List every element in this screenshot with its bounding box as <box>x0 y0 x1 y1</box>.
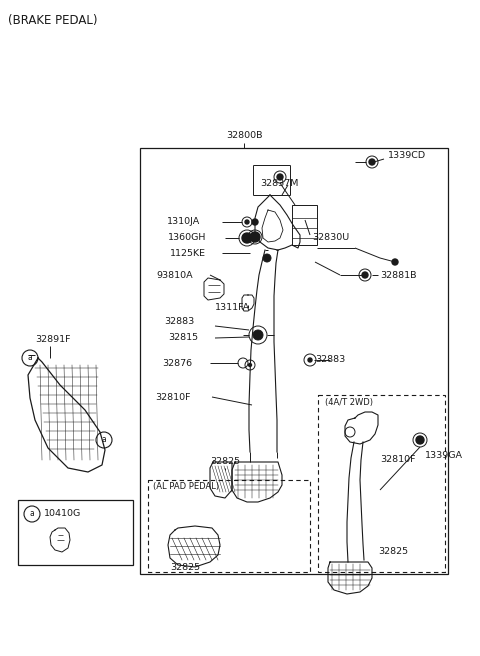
Text: (4A/T 2WD): (4A/T 2WD) <box>325 398 373 407</box>
Text: 1339GA: 1339GA <box>425 451 463 459</box>
Text: 32815: 32815 <box>168 333 198 342</box>
Circle shape <box>252 219 258 225</box>
Text: 32883: 32883 <box>315 356 345 365</box>
Text: 32825: 32825 <box>210 457 240 466</box>
Circle shape <box>416 436 424 444</box>
Text: 32800B: 32800B <box>226 131 262 140</box>
Text: 1339CD: 1339CD <box>388 150 426 159</box>
Text: 1311FA: 1311FA <box>215 304 250 312</box>
Text: 32825: 32825 <box>378 548 408 556</box>
Bar <box>318 395 445 572</box>
Text: 1125KE: 1125KE <box>170 249 206 258</box>
Text: 1360GH: 1360GH <box>168 234 206 243</box>
Text: 32810F: 32810F <box>380 455 416 464</box>
Text: a: a <box>30 510 35 518</box>
Text: 32825: 32825 <box>170 564 200 573</box>
Bar <box>292 205 317 245</box>
Circle shape <box>250 232 260 242</box>
Text: a: a <box>102 436 107 445</box>
Text: 32881B: 32881B <box>380 270 417 279</box>
Text: 32883: 32883 <box>164 318 194 327</box>
Text: 32891F: 32891F <box>35 335 71 344</box>
Circle shape <box>253 330 263 340</box>
Text: 10410G: 10410G <box>44 510 81 518</box>
Bar <box>148 480 310 572</box>
Circle shape <box>362 272 368 278</box>
Circle shape <box>249 363 252 367</box>
Text: 32810F: 32810F <box>155 392 191 401</box>
Circle shape <box>242 233 252 243</box>
Text: a: a <box>28 354 32 363</box>
Text: 32830U: 32830U <box>312 234 349 243</box>
Circle shape <box>369 159 375 165</box>
Text: 93810A: 93810A <box>156 270 192 279</box>
Circle shape <box>392 259 398 265</box>
Circle shape <box>263 254 271 262</box>
Text: 32837M: 32837M <box>260 178 299 188</box>
Bar <box>140 148 448 574</box>
Circle shape <box>277 174 283 180</box>
Text: (BRAKE PEDAL): (BRAKE PEDAL) <box>8 14 97 27</box>
Circle shape <box>245 220 249 224</box>
Text: 32876: 32876 <box>162 358 192 367</box>
Text: (AL PAD PEDAL): (AL PAD PEDAL) <box>153 482 219 491</box>
Circle shape <box>308 358 312 362</box>
Text: 1310JA: 1310JA <box>167 218 200 226</box>
Bar <box>18 500 133 565</box>
